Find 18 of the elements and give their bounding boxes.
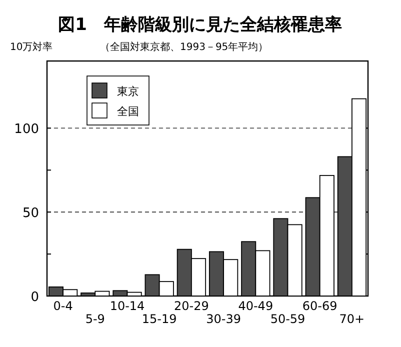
x-tick-label: 10-14 <box>110 299 145 313</box>
x-tick-label: 15-19 <box>142 312 177 326</box>
chart-subtitle: （全国対東京都、1993－95年平均） <box>100 41 268 53</box>
legend-label: 東京 <box>117 85 139 98</box>
legend-label: 全国 <box>117 105 139 118</box>
x-tick-label: 70+ <box>339 312 365 326</box>
y-axis-title: 10万対率 <box>10 41 53 53</box>
y-tick-label: 0 <box>30 290 39 305</box>
chart-title: 図1 年齢階級別に見た全結核罹患率 <box>58 15 342 35</box>
x-tick-label: 40-49 <box>238 299 274 313</box>
x-tick-label: 30-39 <box>206 312 241 326</box>
y-tick-label: 50 <box>22 206 39 222</box>
y-tick-label: 100 <box>14 122 39 138</box>
x-tick-label: 0-4 <box>53 299 73 313</box>
x-tick-label: 50-59 <box>270 312 306 326</box>
x-tick-label: 60-69 <box>302 299 338 313</box>
x-tick-label: 20-29 <box>174 299 209 313</box>
x-tick-label: 5-9 <box>85 312 105 326</box>
